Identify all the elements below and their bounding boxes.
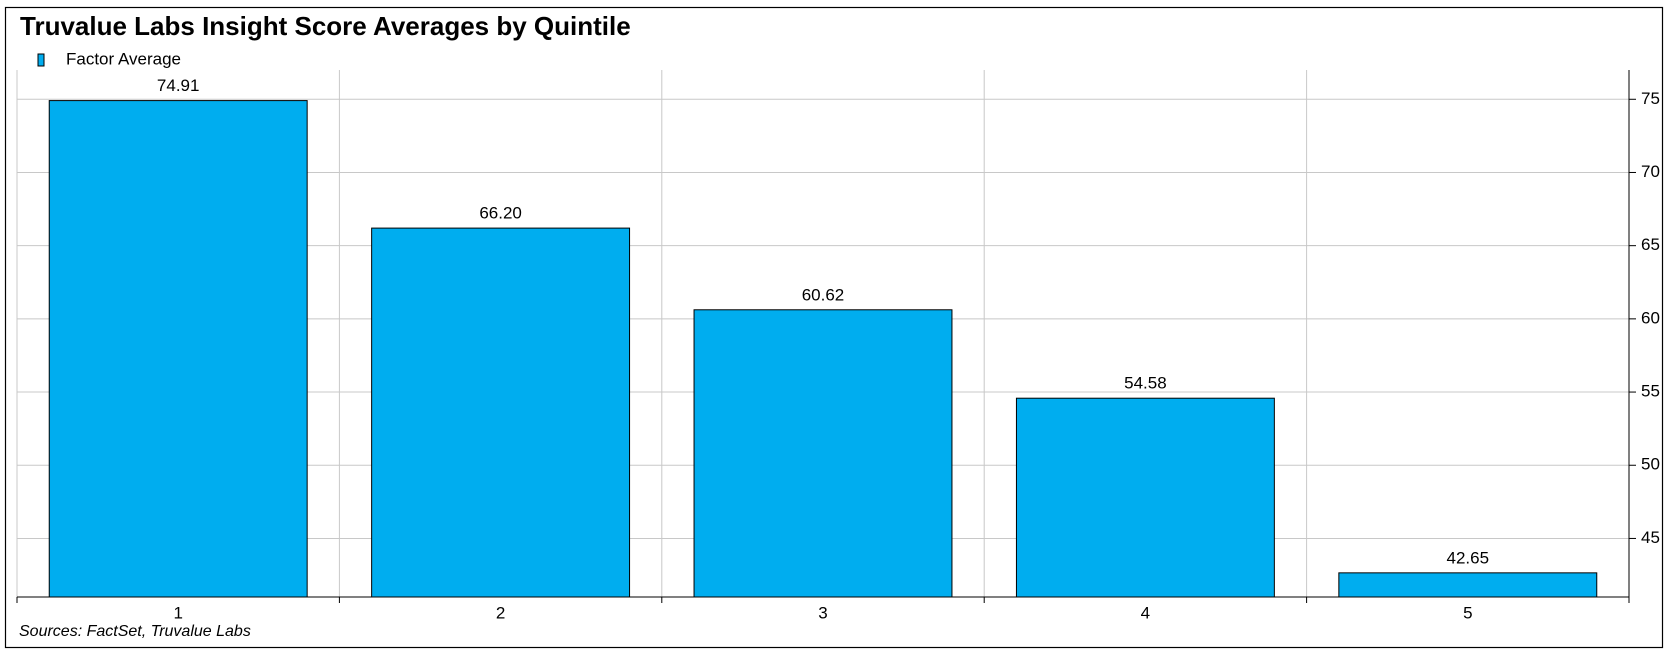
data-label: 66.20	[479, 204, 522, 223]
data-label: 54.58	[1124, 374, 1167, 393]
bar	[1015, 397, 1275, 598]
bar	[1338, 572, 1598, 598]
y-tick-label: 75	[1641, 89, 1660, 108]
bar	[693, 309, 953, 598]
x-tick-label: 2	[496, 603, 505, 622]
y-tick-label: 50	[1641, 455, 1660, 474]
data-label: 60.62	[802, 285, 845, 304]
y-tick-label: 55	[1641, 382, 1660, 401]
data-label: 74.91	[157, 76, 200, 95]
x-tick-label: 3	[818, 603, 827, 622]
bar	[48, 100, 308, 598]
data-label: 42.65	[1447, 548, 1490, 567]
bar	[371, 227, 631, 598]
source-note: Sources: FactSet, Truvalue Labs	[19, 623, 251, 640]
x-tick-label: 4	[1141, 603, 1150, 622]
legend-swatch	[37, 53, 45, 67]
legend-label: Factor Average	[66, 49, 181, 68]
chart-title: Truvalue Labs Insight Score Averages by …	[20, 11, 631, 41]
y-tick-label: 70	[1641, 162, 1660, 181]
frame	[4, 6, 1664, 649]
y-tick-label: 45	[1641, 528, 1660, 547]
x-tick-label: 5	[1463, 603, 1472, 622]
x-tick-label: 1	[173, 603, 182, 622]
y-tick-label: 60	[1641, 308, 1660, 327]
y-tick-label: 65	[1641, 235, 1660, 254]
